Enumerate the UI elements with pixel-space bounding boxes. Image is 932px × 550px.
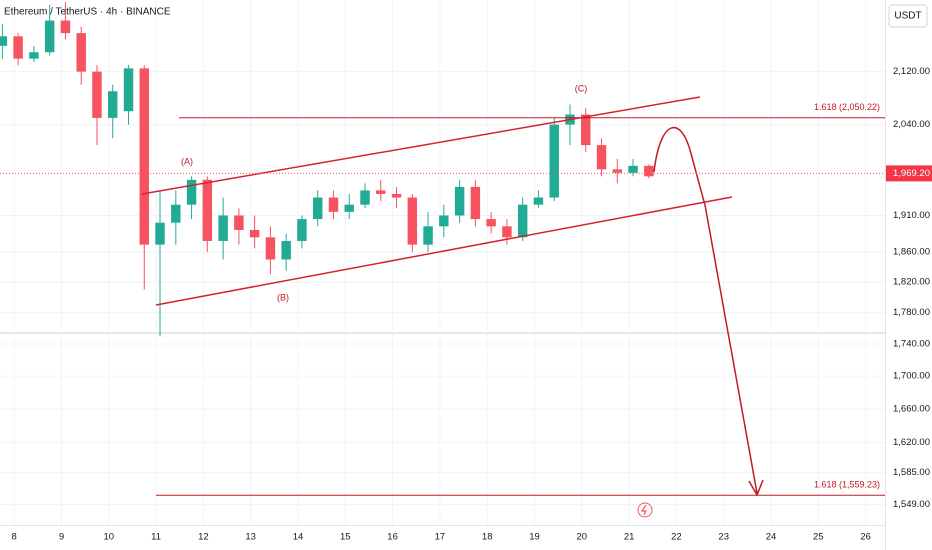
candle-body — [297, 219, 307, 241]
channel-upper — [141, 96, 701, 195]
projection-path — [653, 126, 758, 494]
candle-body — [407, 197, 418, 245]
candle-body — [76, 33, 86, 72]
candle-body — [517, 204, 528, 238]
candle-body — [312, 197, 323, 220]
last-price-tag — [886, 165, 932, 182]
x-tick-label: 16 — [387, 532, 398, 543]
candle-body — [202, 179, 213, 241]
x-tick-label: 19 — [529, 532, 540, 543]
x-tick-label: 24 — [766, 532, 777, 543]
x-tick-label: 13 — [245, 532, 256, 543]
candle-body — [171, 204, 181, 223]
candle-body — [439, 215, 449, 227]
currency-label: USDT — [894, 11, 921, 22]
y-tick-label: 1,910.00 — [893, 210, 930, 221]
y-tick-label: 1,740.00 — [893, 339, 930, 350]
candle-body — [13, 36, 23, 59]
candle-body — [360, 190, 370, 205]
y-tick-label: 1,780.00 — [893, 307, 930, 318]
candle-body — [344, 204, 354, 212]
candle-body — [486, 219, 496, 227]
candle-body — [218, 215, 228, 241]
event-icon-bolt — [640, 504, 647, 516]
candle-body — [612, 169, 623, 173]
candle-body — [328, 197, 339, 212]
x-tick-label: 12 — [198, 532, 209, 543]
candle-body — [123, 68, 134, 112]
candle-body — [265, 237, 276, 260]
candle-body — [281, 240, 291, 260]
x-tick-label: 22 — [671, 532, 682, 543]
wave-label: (B) — [277, 292, 289, 302]
x-tick-label: 23 — [718, 532, 729, 543]
x-tick-label: 8 — [12, 532, 17, 543]
x-tick-label: 9 — [59, 532, 64, 543]
candle-body — [249, 229, 260, 238]
y-tick-label: 1,585.00 — [893, 467, 930, 478]
y-tick-label: 1,549.00 — [893, 499, 930, 510]
candle-body — [139, 68, 149, 245]
candle-body — [628, 165, 638, 173]
x-tick-label: 21 — [624, 532, 635, 543]
wave-label: (A) — [181, 156, 193, 166]
candle-body — [44, 20, 55, 53]
candle-body — [581, 114, 591, 146]
y-tick-label: 1,660.00 — [893, 403, 930, 414]
candle-body — [186, 179, 197, 205]
candle-body — [644, 165, 654, 177]
candle-body — [376, 190, 386, 194]
y-tick-label: 2,120.00 — [893, 66, 930, 77]
event-icon[interactable] — [637, 502, 653, 518]
candle-body — [0, 36, 8, 46]
channel-lower — [155, 196, 733, 306]
candle-body — [107, 91, 118, 118]
candle-body — [470, 186, 481, 220]
candle-body — [454, 186, 465, 216]
last-price-label: 1,969.20 — [893, 168, 930, 179]
x-tick-label: 18 — [482, 532, 493, 543]
chart-title: Ethereum / TetherUS · 4h · BINANCE — [4, 7, 171, 18]
y-tick-label: 1,700.00 — [893, 371, 930, 382]
candle-body — [60, 20, 71, 34]
candles — [0, 1, 654, 337]
y-tick-label: 1,860.00 — [893, 247, 930, 258]
candle-body — [234, 215, 244, 230]
currency-box[interactable] — [888, 4, 928, 28]
y-tick-label: 1,820.00 — [893, 277, 930, 288]
x-tick-label: 25 — [813, 532, 824, 543]
candle-body — [391, 193, 402, 198]
candle-body — [92, 71, 102, 118]
candle-body — [155, 222, 165, 245]
x-tick-label: 11 — [151, 532, 161, 543]
x-tick-label: 26 — [860, 532, 871, 543]
x-tick-label: 20 — [577, 532, 588, 543]
candle-body — [533, 197, 544, 205]
y-tick-label: 2,040.00 — [893, 119, 930, 130]
candle-body — [596, 145, 607, 170]
x-tick-label: 10 — [104, 532, 115, 543]
axes — [0, 0, 885, 525]
wave-label: (C) — [575, 83, 588, 93]
candle-body — [502, 226, 512, 238]
candle-body — [423, 226, 433, 245]
candle-body — [29, 52, 39, 59]
fib-label: 1.618 (1,559.23) — [814, 480, 880, 490]
candle-body — [549, 124, 559, 198]
fib-label: 1.618 (2,050.22) — [814, 102, 880, 112]
y-tick-label: 1,620.00 — [893, 437, 930, 448]
x-tick-label: 15 — [340, 532, 351, 543]
x-tick-label: 14 — [293, 532, 304, 543]
x-tick-label: 17 — [435, 532, 446, 543]
